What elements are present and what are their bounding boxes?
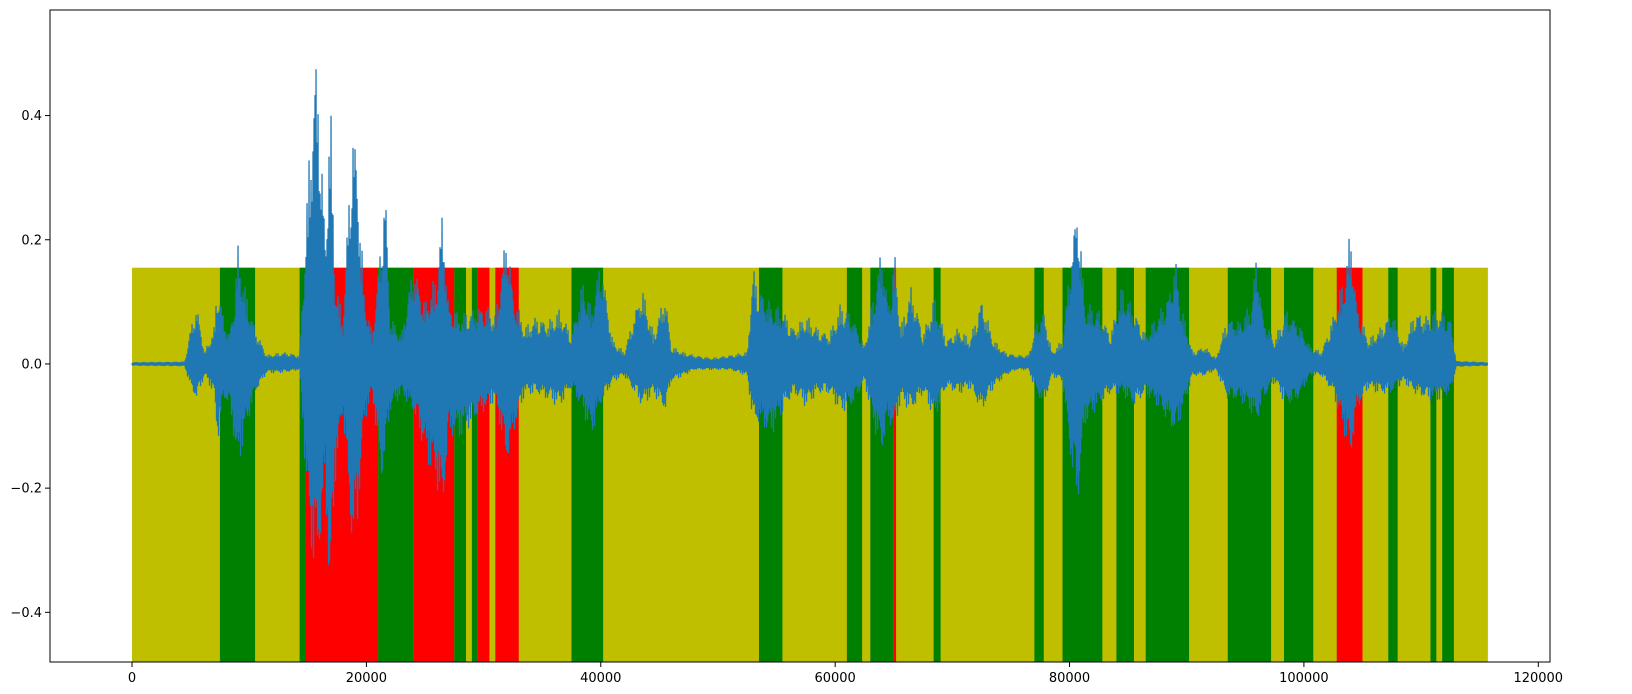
y-tick-label: 0.2: [21, 233, 42, 248]
waveform-series-0: [131, 69, 1489, 565]
segment-green-23: [1430, 267, 1437, 662]
y-axis-ticks: −0.4 −0.2 0.0 0.2 0.4: [10, 109, 50, 621]
segment-red-7: [477, 267, 490, 662]
segment-green-1: [299, 267, 306, 662]
segment-green-6: [471, 267, 478, 662]
axes-frame: [49, 9, 1551, 663]
x-tick-label: 120000: [1513, 671, 1563, 686]
y-tick-label: −0.4: [10, 606, 42, 621]
x-tick-label: 20000: [346, 671, 387, 686]
segment-green-22: [1388, 267, 1398, 662]
segment-green-24: [1442, 267, 1454, 662]
x-tick-label: 40000: [580, 671, 621, 686]
segment-green-15: [1034, 267, 1044, 662]
x-tick-label: 60000: [814, 671, 855, 686]
segment-green-5: [454, 267, 467, 662]
x-tick-label: 100000: [1279, 671, 1329, 686]
segment-green-14: [933, 267, 941, 662]
x-tick-label: 80000: [1049, 671, 1090, 686]
segment-red-13: [893, 267, 897, 662]
y-tick-label: 0.4: [21, 109, 42, 124]
x-axis-ticks: 0 20000 40000 60000 80000 100000 120000: [128, 662, 1563, 686]
x-tick-label: 0: [128, 671, 136, 686]
y-tick-label: 0.0: [21, 357, 42, 372]
y-tick-label: −0.2: [10, 482, 42, 497]
waveform-layer: [131, 69, 1489, 565]
